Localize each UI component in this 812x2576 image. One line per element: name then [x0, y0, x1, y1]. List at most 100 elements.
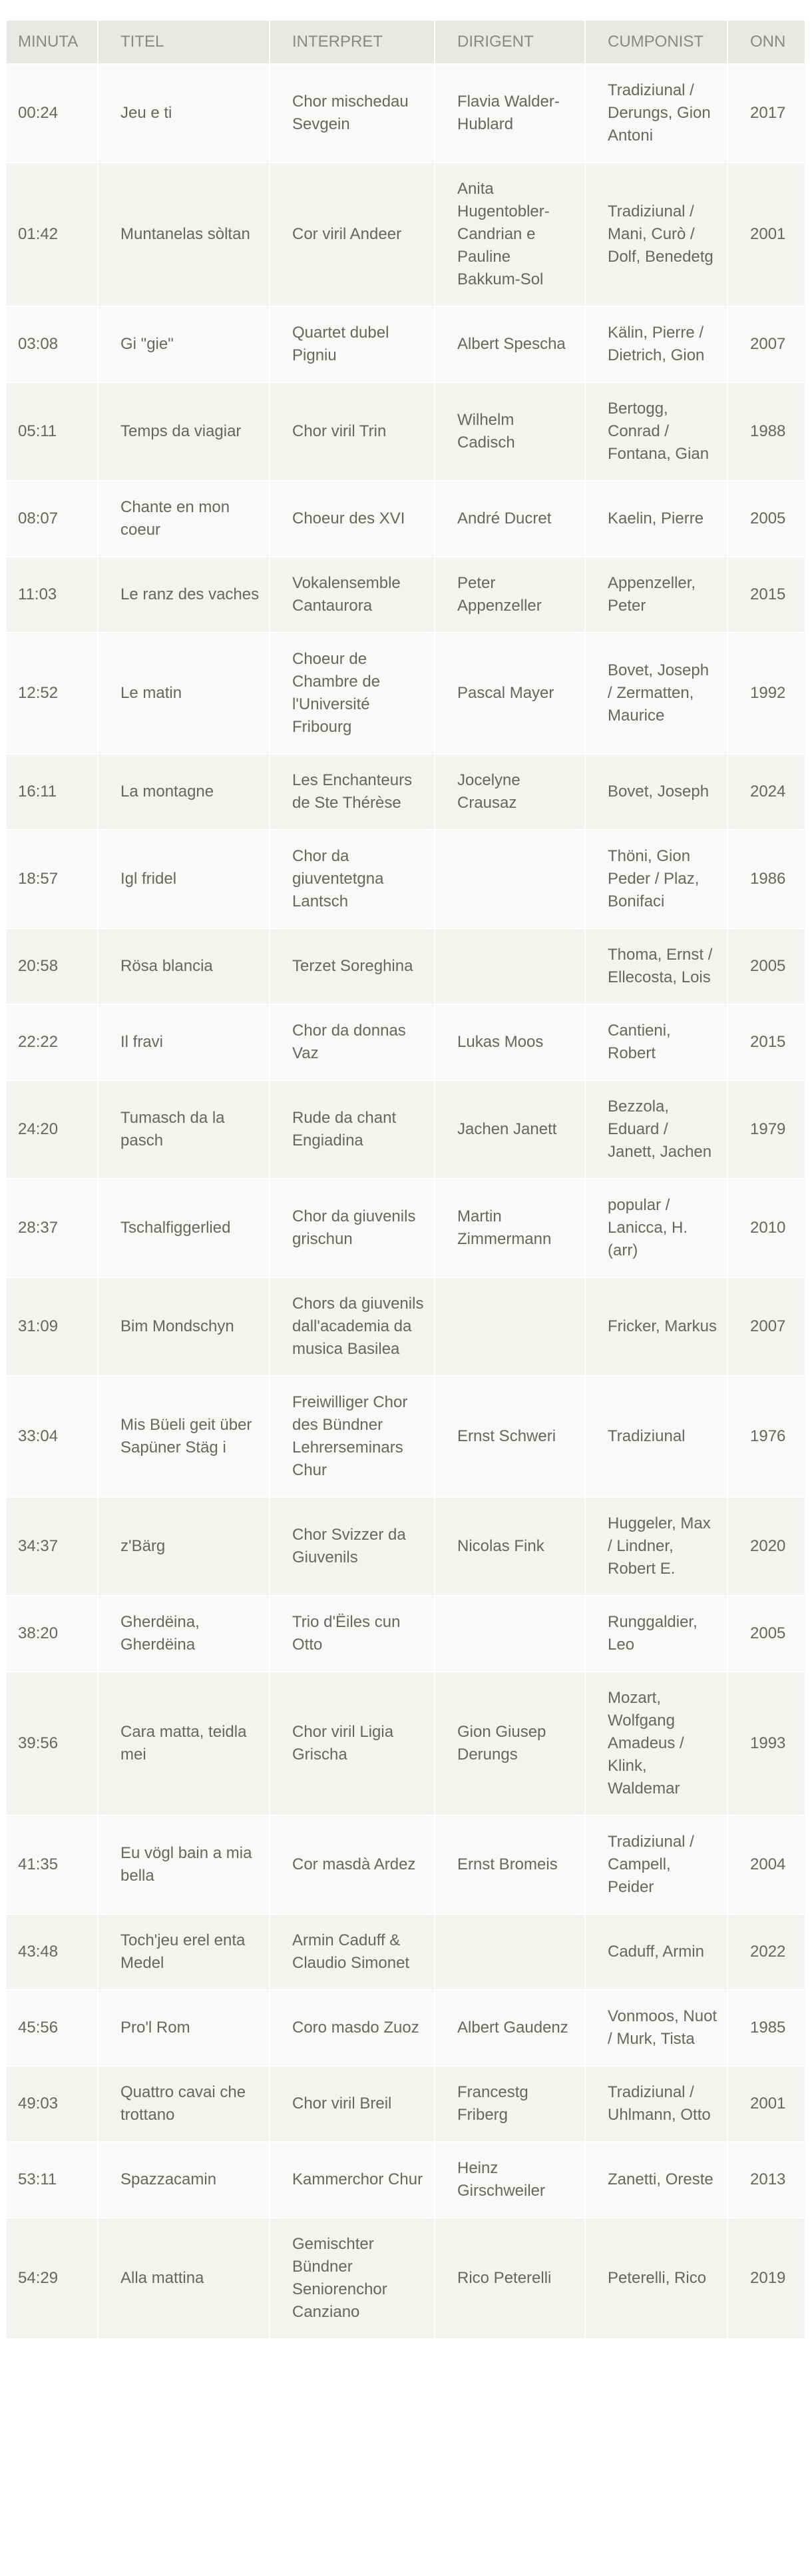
cell-interpret: Chor da donnas Vaz — [270, 1005, 434, 1080]
cell-onn: 2004 — [728, 1816, 805, 1913]
cell-cumponist: Vonmoos, Nuot / Murk, Tista — [586, 1991, 727, 2065]
cell-interpret: Chor Svizzer da Giuvenils — [270, 1498, 434, 1595]
table-row: 24:20 Tumasch da la pasch Rude da chant En… — [7, 1081, 805, 1178]
cell-cumponist: Kälin, Pierre / Dietrich, Gion — [586, 307, 727, 382]
cell-titel: Gi "gie" — [99, 307, 269, 382]
cell-cumponist: Cantieni, Robert — [586, 1005, 727, 1080]
cell-onn: 1986 — [728, 830, 805, 928]
table-row: 49:03 Quattro cavai che trottano Chor viri… — [7, 2067, 805, 2141]
cell-minuta: 20:58 — [7, 929, 97, 1004]
tracklist-table: MINUTA TITEL INTERPRET DIRIGENT CUMPONIST ONN… — [5, 19, 806, 2340]
table-row: 12:52 Le matin Choeur de Chambre de l'Univ… — [7, 633, 805, 753]
cell-onn: 2005 — [728, 929, 805, 1004]
cell-interpret: Vokalensemble Cantaurora — [270, 557, 434, 632]
cell-minuta: 31:09 — [7, 1278, 97, 1375]
cell-titel: z'Bärg — [99, 1498, 269, 1595]
cell-dirigent — [435, 1596, 584, 1671]
cell-dirigent: Peter Appenzeller — [435, 557, 584, 632]
cell-onn: 2017 — [728, 65, 805, 162]
cell-titel: Eu vögl bain a mia bella — [99, 1816, 269, 1913]
table-row: 45:56 Pro'l Rom Coro masdo Zuoz Albert Gaud… — [7, 1991, 805, 2065]
cell-dirigent: Flavia Walder-Hublard — [435, 65, 584, 162]
table-row: 28:37 Tschalfiggerlied Chor da giuvenils g… — [7, 1179, 805, 1277]
cell-onn: 2019 — [728, 2218, 805, 2338]
table-header: MINUTA TITEL INTERPRET DIRIGENT CUMPONIST ONN — [7, 21, 805, 63]
table-row: 41:35 Eu vögl bain a mia bella Cor masdà A… — [7, 1816, 805, 1913]
cell-cumponist: Caduff, Armin — [586, 1915, 727, 1989]
cell-onn: 1993 — [728, 1672, 805, 1815]
cell-titel: Tschalfiggerlied — [99, 1179, 269, 1277]
cell-cumponist: Tradiziunal / Uhlmann, Otto — [586, 2067, 727, 2141]
cell-onn: 2020 — [728, 1498, 805, 1595]
table-body: 00:24 Jeu e ti Chor mischedau Sevgein Flavi… — [7, 65, 805, 2338]
cell-titel: Temps da viagiar — [99, 383, 269, 480]
table-row: 54:29 Alla mattina Gemischter Bündner Seni… — [7, 2218, 805, 2338]
cell-interpret: Gemischter Bündner Seniorenchor Canziano — [270, 2218, 434, 2338]
table-row: 08:07 Chante en mon coeur Choeur des XVI An… — [7, 482, 805, 556]
cell-interpret: Chors da giuvenils dall'academia da musi… — [270, 1278, 434, 1375]
table-row: 31:09 Bim Mondschyn Chors da giuvenils dal… — [7, 1278, 805, 1375]
cell-onn: 1985 — [728, 1991, 805, 2065]
cell-interpret: Freiwilliger Chor des Bündner Lehrersemi… — [270, 1377, 434, 1496]
cell-cumponist: Thöni, Gion Peder / Plaz, Bonifaci — [586, 830, 727, 928]
cell-cumponist: popular / Lanicca, H. (arr) — [586, 1179, 727, 1277]
cell-minuta: 49:03 — [7, 2067, 97, 2141]
column-header-titel: TITEL — [99, 21, 269, 63]
cell-dirigent — [435, 1915, 584, 1989]
cell-dirigent — [435, 929, 584, 1004]
cell-onn: 2010 — [728, 1179, 805, 1277]
cell-onn: 1979 — [728, 1081, 805, 1178]
cell-onn: 2005 — [728, 482, 805, 556]
cell-interpret: Chor mischedau Sevgein — [270, 65, 434, 162]
cell-onn: 1992 — [728, 633, 805, 753]
cell-minuta: 05:11 — [7, 383, 97, 480]
cell-onn: 2001 — [728, 163, 805, 306]
cell-titel: Quattro cavai che trottano — [99, 2067, 269, 2141]
cell-titel: Jeu e ti — [99, 65, 269, 162]
cell-titel: Le matin — [99, 633, 269, 753]
cell-titel: Il fravi — [99, 1005, 269, 1080]
table-row: 18:57 Igl fridel Chor da giuventetgna Lant… — [7, 830, 805, 928]
cell-cumponist: Mozart, Wolfgang Amadeus / Klink, Waldem… — [586, 1672, 727, 1815]
cell-dirigent: Gion Giusep Derungs — [435, 1672, 584, 1815]
cell-titel: Chante en mon coeur — [99, 482, 269, 556]
cell-titel: Igl fridel — [99, 830, 269, 928]
column-header-interpret: INTERPRET — [270, 21, 434, 63]
column-header-cumponist: CUMPONIST — [586, 21, 727, 63]
table-row: 03:08 Gi "gie" Quartet dubel Pigniu Albert … — [7, 307, 805, 382]
cell-onn: 2015 — [728, 557, 805, 632]
cell-dirigent: Ernst Bromeis — [435, 1816, 584, 1913]
header-row: MINUTA TITEL INTERPRET DIRIGENT CUMPONIST ONN — [7, 21, 805, 63]
cell-cumponist: Bertogg, Conrad / Fontana, Gian — [586, 383, 727, 480]
cell-minuta: 41:35 — [7, 1816, 97, 1913]
cell-cumponist: Runggaldier, Leo — [586, 1596, 727, 1671]
cell-minuta: 12:52 — [7, 633, 97, 753]
cell-cumponist: Tradiziunal / Derungs, Gion Antoni — [586, 65, 727, 162]
table-row: 01:42 Muntanelas sòltan Cor viril Andeer An… — [7, 163, 805, 306]
cell-minuta: 03:08 — [7, 307, 97, 382]
cell-cumponist: Peterelli, Rico — [586, 2218, 727, 2338]
cell-titel: Alla mattina — [99, 2218, 269, 2338]
cell-interpret: Choeur des XVI — [270, 482, 434, 556]
cell-dirigent: Anita Hugentobler-Candrian e Pauline Bak… — [435, 163, 584, 306]
table-row: 00:24 Jeu e ti Chor mischedau Sevgein Flavi… — [7, 65, 805, 162]
cell-minuta: 22:22 — [7, 1005, 97, 1080]
cell-cumponist: Zanetti, Oreste — [586, 2142, 727, 2217]
cell-interpret: Cor viril Andeer — [270, 163, 434, 306]
cell-dirigent — [435, 830, 584, 928]
cell-cumponist: Tradiziunal / Mani, Curò / Dolf, Benedet… — [586, 163, 727, 306]
cell-onn: 2022 — [728, 1915, 805, 1989]
cell-interpret: Kammerchor Chur — [270, 2142, 434, 2217]
cell-titel: Pro'l Rom — [99, 1991, 269, 2065]
cell-minuta: 39:56 — [7, 1672, 97, 1815]
cell-minuta: 18:57 — [7, 830, 97, 928]
cell-dirigent: Lukas Moos — [435, 1005, 584, 1080]
cell-onn: 1976 — [728, 1377, 805, 1496]
table-row: 05:11 Temps da viagiar Chor viril Trin Wilh… — [7, 383, 805, 480]
cell-minuta: 28:37 — [7, 1179, 97, 1277]
cell-dirigent: Nicolas Fink — [435, 1498, 584, 1595]
cell-onn: 2005 — [728, 1596, 805, 1671]
cell-minuta: 38:20 — [7, 1596, 97, 1671]
cell-interpret: Cor masdà Ardez — [270, 1816, 434, 1913]
